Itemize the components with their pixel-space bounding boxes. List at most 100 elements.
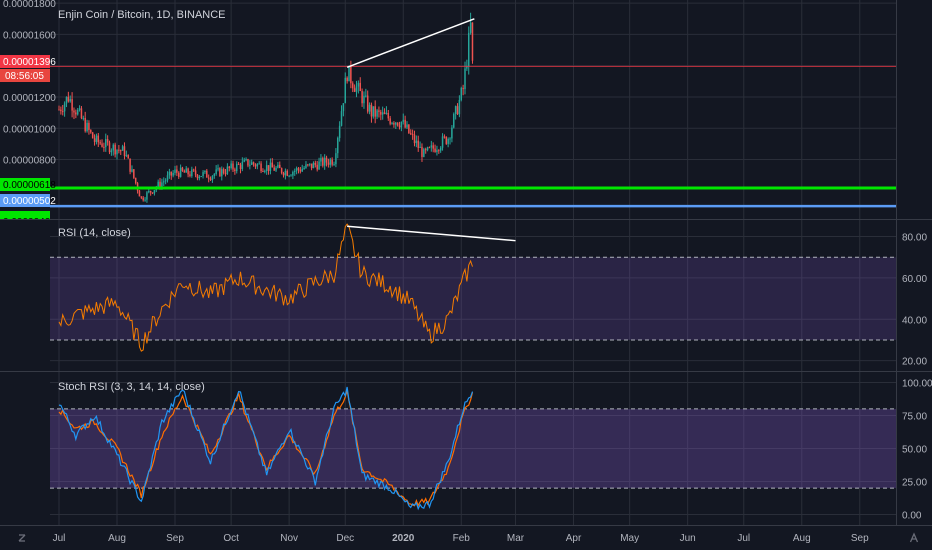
- price-scale[interactable]: 0.00001800 0.00001600 0.00001200 0.00001000…: [0, 0, 56, 228]
- candle-body-132: [305, 164, 307, 168]
- candle-body-156: [350, 65, 352, 84]
- candle-body-205: [441, 136, 444, 148]
- candle-body-100: [245, 159, 247, 161]
- candle-body-28: [110, 150, 113, 153]
- time-label-4: Nov: [280, 533, 298, 544]
- candle-body-148: [335, 153, 337, 165]
- candle-body-193: [419, 146, 421, 148]
- candle-body-154: [346, 77, 348, 82]
- candle-body-77: [202, 172, 204, 177]
- candle-body-8: [73, 110, 75, 113]
- candle-body-186: [406, 124, 408, 128]
- countdown-label: 08:56:05: [5, 71, 44, 82]
- candle-body-50: [151, 192, 154, 194]
- green-level-label: 0.00000618: [3, 180, 56, 191]
- candle-body-134: [308, 163, 311, 165]
- candle-body-78: [204, 170, 206, 173]
- stoch-tick-0: 100.00: [902, 379, 932, 390]
- candle-body-122: [286, 170, 289, 176]
- candle-body-138: [316, 164, 318, 170]
- candle-body-118: [279, 164, 281, 169]
- candle-body-220: [469, 22, 472, 33]
- candle-body-58: [166, 175, 169, 181]
- candle-body-153: [344, 77, 347, 104]
- candle-body-174: [383, 112, 386, 114]
- price-tick-3: 0.00001000: [3, 124, 56, 135]
- candle-body-41: [134, 177, 137, 184]
- candle-body-24: [103, 146, 105, 148]
- candle-body-54: [159, 181, 161, 188]
- auto-scale-icon[interactable]: [909, 532, 919, 543]
- time-label-5: Dec: [336, 533, 354, 544]
- candle-body-160: [357, 82, 360, 87]
- candle-body-17: [90, 129, 92, 133]
- candle-body-22: [99, 142, 101, 144]
- candle-body-177: [389, 118, 391, 124]
- candle-body-105: [254, 164, 257, 167]
- price-tick-1: 0.00001600: [3, 30, 56, 41]
- candle-body-165: [366, 95, 369, 112]
- candle-body-130: [301, 168, 303, 172]
- trend-line-price[interactable]: [346, 18, 475, 68]
- partial-level-label: 0.00000400: [3, 217, 56, 228]
- rsi-tick-1: 60.00: [902, 274, 927, 285]
- candle-body-66: [181, 167, 184, 171]
- candle-body-184: [402, 119, 405, 122]
- candle-body-36: [125, 155, 128, 157]
- blue-level-badge: [0, 194, 50, 207]
- candle-body-126: [293, 170, 296, 172]
- candle-body-204: [439, 147, 442, 151]
- time-label-7: Feb: [453, 533, 471, 544]
- candle-body-121: [284, 170, 287, 176]
- candle-body-203: [438, 150, 440, 152]
- candle-body-221: [471, 22, 474, 61]
- time-label-14: Sep: [851, 533, 869, 544]
- countdown-badge: [0, 69, 50, 82]
- candle-body-149: [337, 137, 339, 154]
- candle-body-31: [116, 149, 118, 155]
- stoch-rsi-pane[interactable]: Stoch RSI (3, 3, 14, 14, close) 100.00 75…: [50, 379, 932, 522]
- rsi-pane[interactable]: RSI (14, close) 80.00 60.00 40.00 20.00: [50, 223, 927, 368]
- candle-body-170: [376, 110, 378, 117]
- candle-body-72: [192, 169, 195, 171]
- candle-body-14: [84, 118, 86, 132]
- candle-body-75: [198, 176, 201, 179]
- candle-body-195: [423, 149, 425, 157]
- candle-body-114: [271, 162, 274, 168]
- candle-body-47: [146, 192, 148, 200]
- candle-body-151: [340, 111, 343, 126]
- candle-body-56: [163, 181, 165, 183]
- trend-line-rsi[interactable]: [347, 225, 516, 242]
- rsi-tick-labels: 80.00 60.00 40.00 20.00: [902, 233, 927, 368]
- candle-body-21: [97, 135, 100, 143]
- rsi-tick-0: 80.00: [902, 233, 927, 244]
- candle-body-32: [118, 149, 120, 151]
- candle-body-90: [226, 166, 229, 174]
- price-pane[interactable]: Enjin Coin / Bitcoin, 1D, BINANCE: [50, 9, 896, 208]
- time-label-13: Aug: [793, 533, 811, 544]
- candle-body-99: [243, 159, 245, 162]
- candle-body-35: [123, 146, 126, 156]
- candle-body-76: [200, 176, 202, 178]
- candle-body-196: [424, 149, 427, 151]
- candle-body-136: [312, 162, 315, 169]
- candle-body-4: [65, 96, 68, 104]
- candle-body-80: [207, 177, 210, 179]
- candle-body-18: [91, 132, 94, 139]
- time-axis[interactable]: Jul Aug Sep Oct Nov Dec 2020 Feb Mar Apr May Jun Jul…: [53, 533, 870, 544]
- candle-body-129: [299, 169, 302, 172]
- candle-body-103: [250, 162, 253, 165]
- zoom-icon[interactable]: [18, 534, 26, 542]
- candle-body-98: [241, 161, 244, 170]
- candle-body-124: [290, 175, 292, 177]
- candle-body-163: [363, 95, 365, 104]
- price-tick-4: 0.00000800: [3, 156, 56, 167]
- time-label-11: Jun: [680, 533, 696, 544]
- candle-body-191: [415, 140, 418, 144]
- candle-body-63: [176, 169, 178, 173]
- candle-body-79: [206, 170, 208, 178]
- candle-body-181: [396, 122, 399, 126]
- time-label-10: May: [620, 533, 639, 544]
- time-label-12: Jul: [737, 533, 750, 544]
